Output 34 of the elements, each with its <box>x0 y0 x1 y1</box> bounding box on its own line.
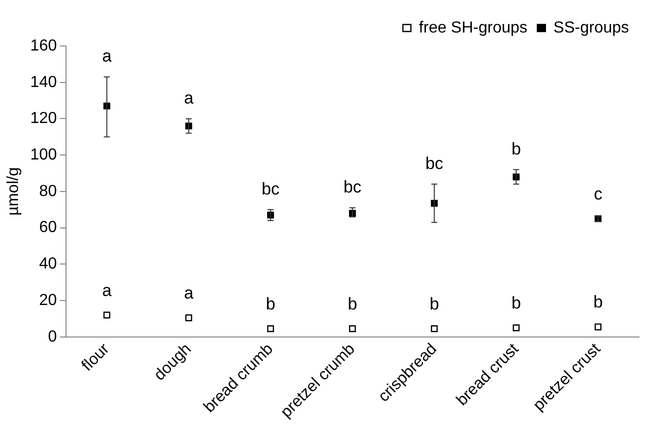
y-tick-label: 100 <box>30 146 57 164</box>
y-tick-label: 140 <box>30 74 57 91</box>
annotation: a <box>184 88 194 108</box>
y-tick-label: 20 <box>39 292 57 309</box>
annotation: b <box>593 292 603 312</box>
y-tick-label: 80 <box>39 182 57 200</box>
legend-label: free SH-groups <box>418 19 528 36</box>
annotation: c <box>594 184 603 204</box>
annotation: a <box>102 46 112 66</box>
annotation: b <box>266 294 276 314</box>
annotation: a <box>184 283 194 302</box>
point <box>185 314 192 322</box>
annotation: b <box>511 293 521 312</box>
point <box>430 325 438 332</box>
annotation: b <box>430 294 440 314</box>
point <box>594 323 602 330</box>
annotation: bc <box>262 179 280 198</box>
y-axis-title: µmol/g <box>5 167 22 216</box>
y-tick-label: 0 <box>48 328 57 346</box>
y-tick-label: 120 <box>30 110 57 128</box>
point <box>103 312 110 318</box>
annotation: b <box>348 294 358 314</box>
annotation: bc <box>425 154 444 173</box>
y-tick-label: 160 <box>30 37 57 54</box>
annotation: b <box>511 139 521 158</box>
annotation: a <box>102 280 112 300</box>
legend-label: SS-groups <box>553 19 629 36</box>
annotation: bc <box>343 177 362 196</box>
x-tick-label: flour <box>78 340 114 375</box>
point <box>349 325 356 332</box>
point <box>267 325 274 332</box>
y-tick-label: 40 <box>39 256 57 273</box>
point <box>512 324 520 332</box>
y-tick-label: 60 <box>39 219 57 236</box>
